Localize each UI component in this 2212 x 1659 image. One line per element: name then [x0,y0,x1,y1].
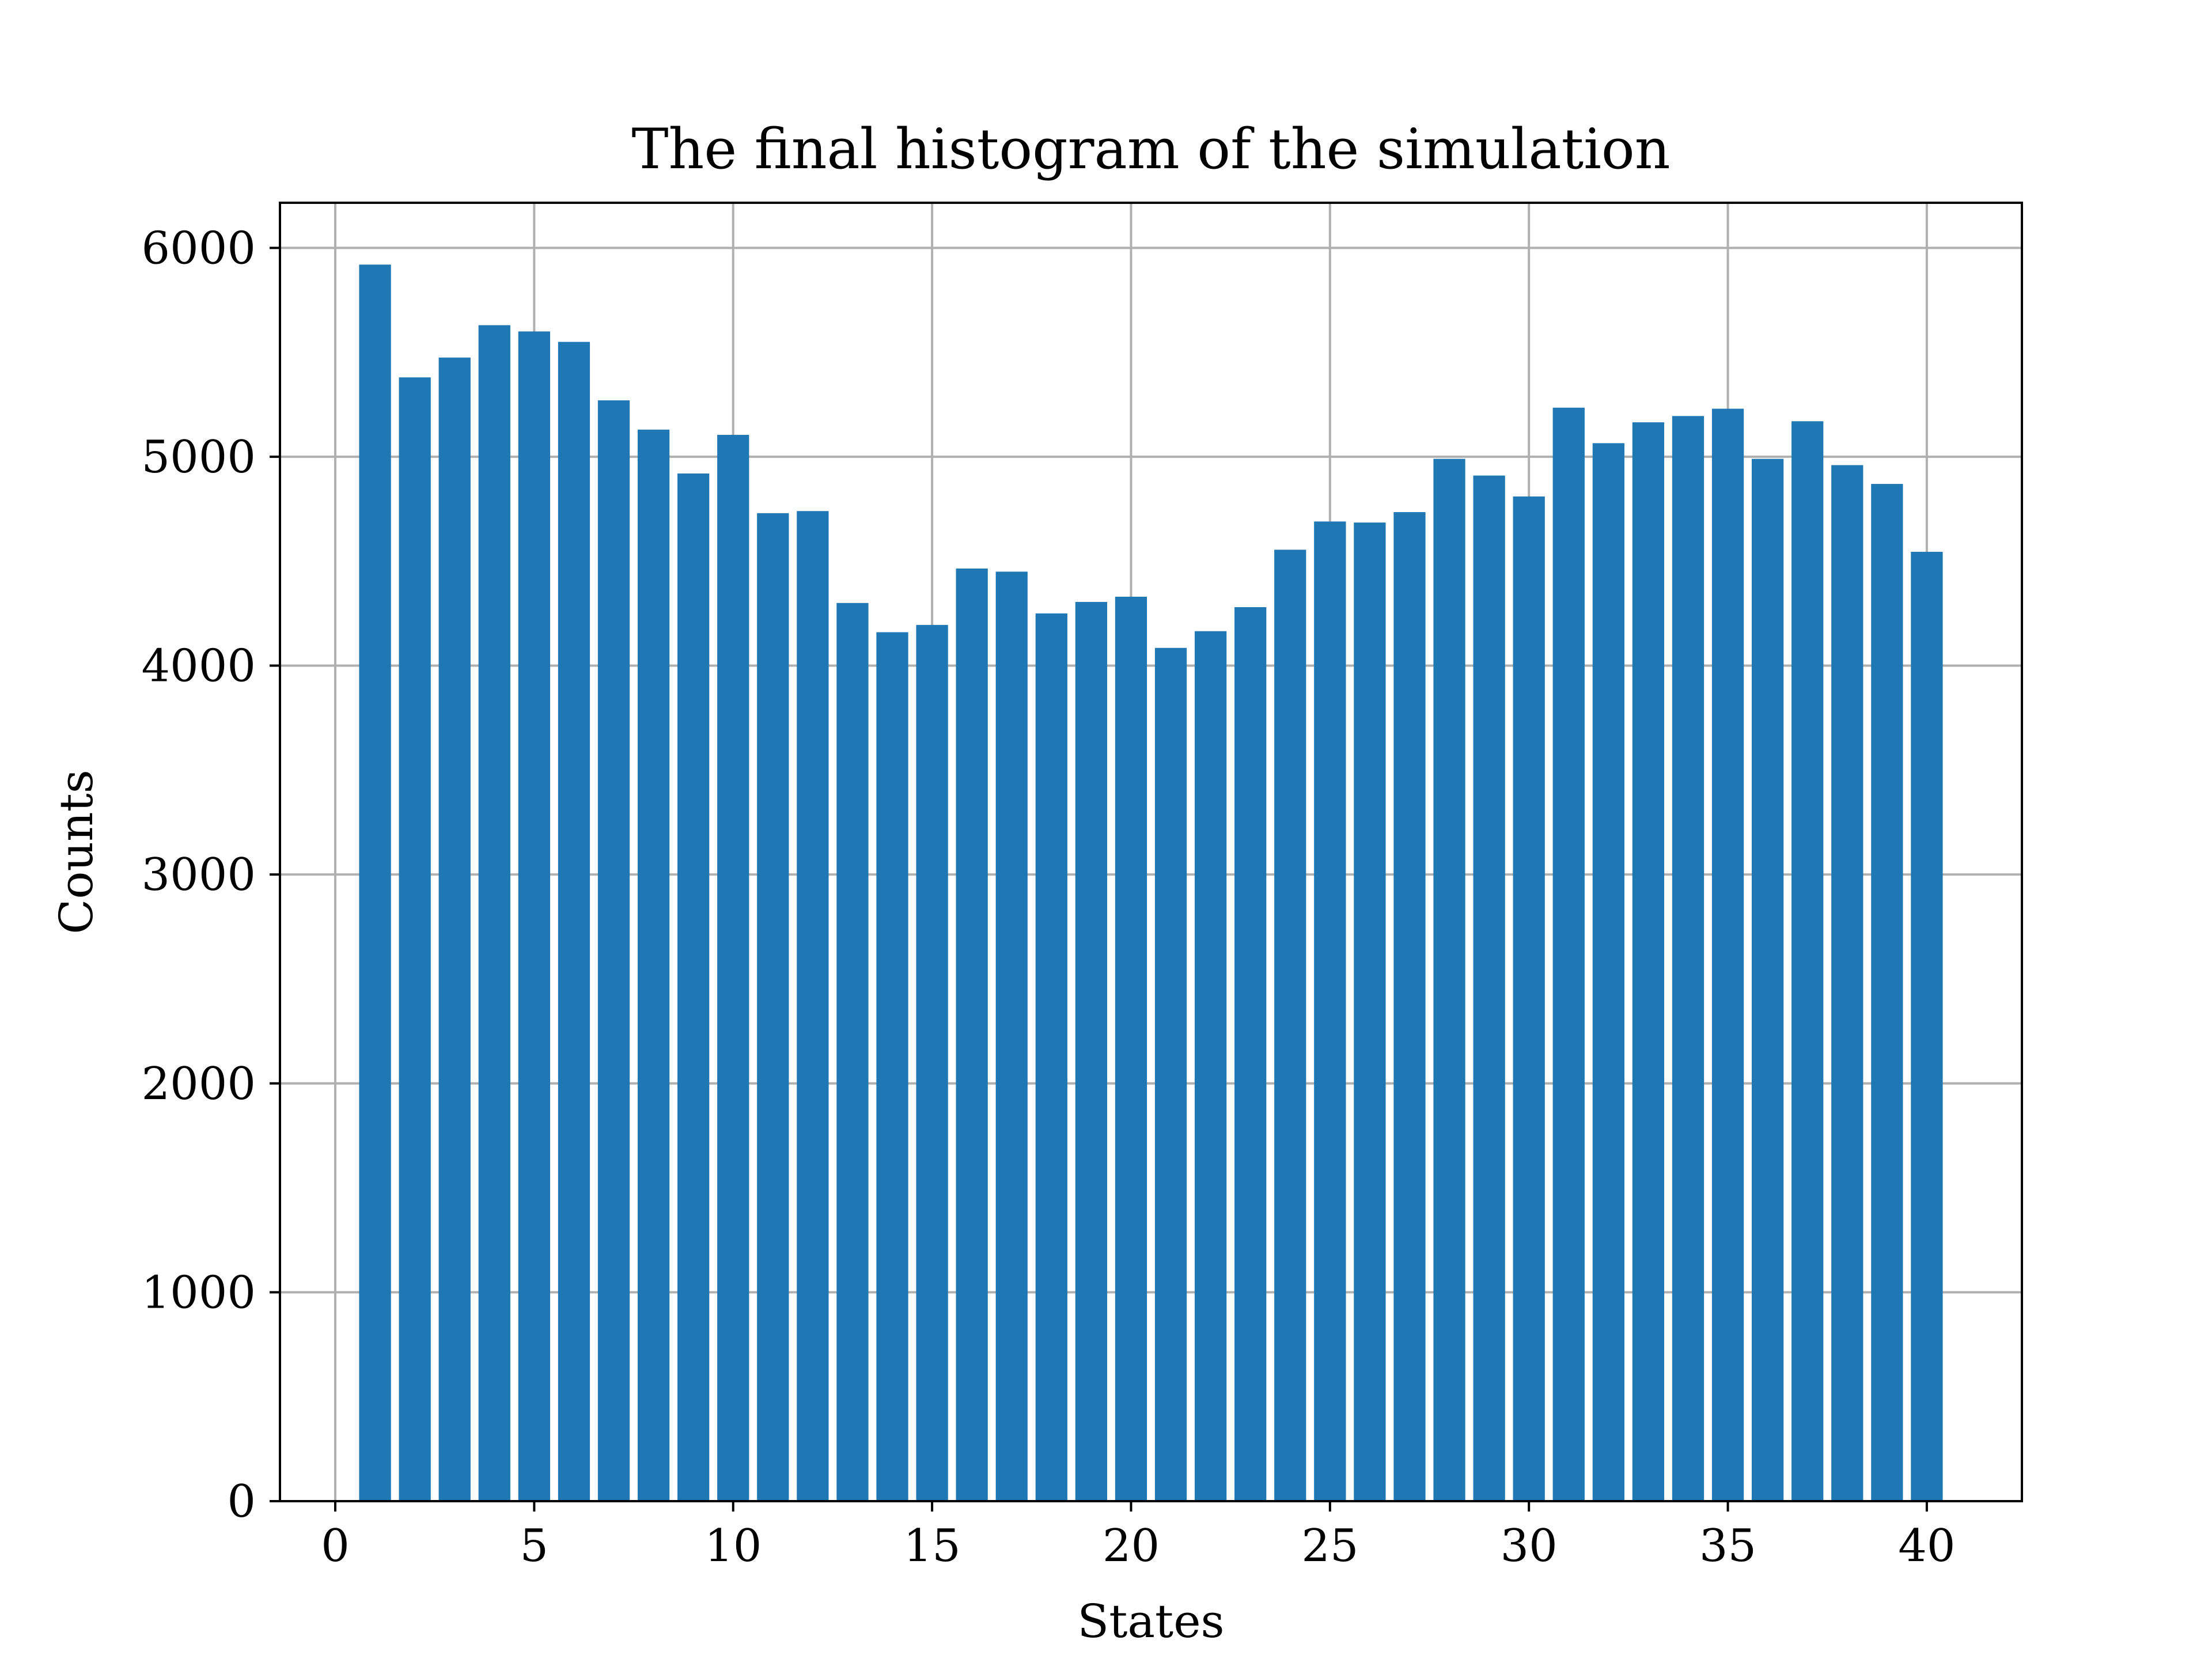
bar [597,400,630,1502]
bar [1314,521,1346,1501]
bar [916,624,948,1501]
bar [995,571,1028,1501]
bar [558,342,590,1501]
bar [836,603,869,1501]
plot-frame [279,202,2023,1502]
bar [1035,613,1067,1501]
bar [1274,550,1306,1501]
bar [1115,596,1147,1501]
bar [1711,408,1744,1501]
x-axis-label: States [1077,1594,1224,1648]
bar [1393,512,1426,1501]
bar [757,513,789,1502]
x-tick-label: 35 [1699,1520,1756,1572]
x-tick-label: 15 [903,1520,960,1572]
ticks-layer: 0 5 10 15 20 25 30 35 40 0 1000 2000 3000 4000 5000 600… [141,222,1955,1572]
chart-title: The final histogram of the simulation [631,117,1670,181]
bar [1911,551,1943,1501]
bar [1831,465,1863,1502]
bar [1154,647,1187,1501]
bar [1433,459,1465,1502]
x-tick-label: 10 [704,1520,762,1572]
bar [1513,496,1545,1502]
bar [1592,443,1624,1501]
bar [1473,475,1505,1502]
x-tick-label: 25 [1301,1520,1358,1572]
x-tick-label: 40 [1898,1520,1955,1572]
bar [518,331,551,1501]
bar [399,377,431,1501]
bar [637,429,670,1501]
bar [717,434,749,1502]
bar [359,264,391,1502]
bar [438,357,471,1501]
bar [1672,416,1705,1501]
bar [1075,601,1108,1501]
bars-layer [359,264,1943,1502]
y-tick-label: 4000 [141,641,256,692]
bar [1354,522,1386,1501]
bar [1751,459,1784,1502]
bar [797,511,829,1501]
x-tick-label: 0 [321,1520,350,1572]
bar [1871,484,1903,1501]
y-tick-label: 5000 [141,431,256,483]
bar [1194,631,1227,1501]
y-tick-label: 6000 [141,222,256,274]
y-tick-label: 1000 [141,1267,256,1319]
bar [956,568,988,1501]
bar [1791,421,1824,1502]
x-tick-label: 5 [520,1520,549,1572]
bar [1632,422,1665,1501]
x-tick-label: 30 [1501,1520,1558,1572]
bar [1234,607,1267,1501]
y-tick-label: 3000 [141,849,256,901]
bar [876,632,908,1501]
bar [1552,407,1585,1502]
y-axis-label: Counts [50,770,103,934]
x-tick-label: 20 [1103,1520,1160,1572]
bar [478,325,510,1501]
y-tick-label: 2000 [141,1058,256,1110]
y-tick-label: 0 [227,1476,256,1528]
bar [677,473,710,1501]
